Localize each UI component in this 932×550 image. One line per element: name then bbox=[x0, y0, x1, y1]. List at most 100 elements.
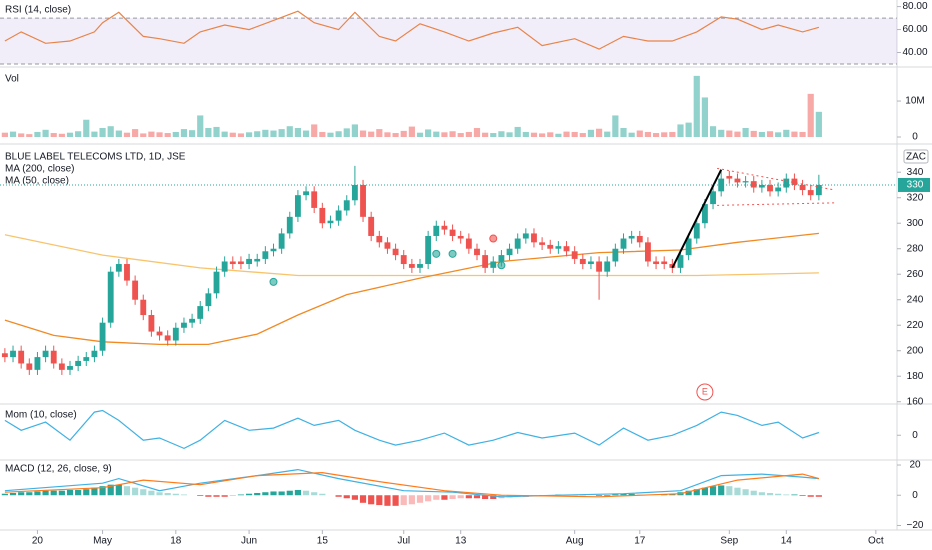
volume-bar bbox=[42, 129, 49, 137]
candle-body bbox=[799, 184, 806, 191]
volume-bar bbox=[604, 131, 611, 137]
histogram-bar bbox=[254, 492, 261, 496]
volume-bar bbox=[669, 131, 676, 137]
candle-body bbox=[815, 184, 822, 196]
candle-body bbox=[807, 190, 814, 196]
histogram-bar bbox=[425, 495, 432, 502]
histogram-bar bbox=[490, 495, 497, 500]
candle-body bbox=[278, 233, 285, 249]
volume-bar bbox=[34, 131, 41, 137]
candle-body bbox=[767, 184, 773, 192]
volume-bar bbox=[750, 130, 757, 137]
volume-bar bbox=[758, 131, 765, 137]
x-tick-label: 18 bbox=[170, 536, 182, 547]
histogram-bar bbox=[734, 487, 741, 496]
volume-bar bbox=[26, 134, 33, 137]
y-tick-label: 240 bbox=[907, 294, 924, 305]
indicator-line bbox=[4, 10, 820, 50]
histogram-bar bbox=[351, 495, 358, 500]
candle-body bbox=[58, 363, 65, 370]
histogram-bar bbox=[58, 490, 65, 496]
histogram-bar bbox=[799, 495, 806, 496]
histogram-bar bbox=[742, 489, 749, 496]
candle-body bbox=[246, 258, 253, 265]
candle-body bbox=[498, 255, 505, 262]
currency-box bbox=[903, 149, 929, 164]
y-tick-label: 60.00 bbox=[902, 24, 927, 35]
x-tick-label: Aug bbox=[566, 536, 584, 547]
pane-title: Mom (10, close) bbox=[5, 410, 77, 421]
candle-body bbox=[172, 327, 179, 341]
candle-body bbox=[164, 335, 171, 341]
candle-body bbox=[726, 176, 733, 179]
candle-body bbox=[213, 271, 220, 294]
candle-body bbox=[417, 264, 423, 268]
candle-body bbox=[205, 293, 212, 307]
candle-body bbox=[140, 299, 147, 316]
histogram-bar bbox=[197, 495, 204, 496]
candle-body bbox=[408, 264, 415, 268]
x-tick-label: Jun bbox=[241, 536, 257, 547]
volume-bar bbox=[58, 133, 65, 137]
histogram-bar bbox=[140, 489, 147, 496]
volume-bar bbox=[311, 124, 318, 137]
y-tick-label: 280 bbox=[907, 243, 924, 254]
volume-bar bbox=[148, 131, 155, 137]
candle-body bbox=[628, 235, 635, 239]
y-tick-label: 180 bbox=[907, 371, 924, 382]
candle-body bbox=[514, 238, 521, 249]
volume-bar bbox=[693, 75, 700, 137]
macd-line bbox=[4, 468, 819, 498]
last-price-box bbox=[898, 177, 930, 192]
histogram-bar bbox=[465, 495, 472, 499]
candle-body bbox=[677, 255, 684, 268]
volume-bar bbox=[359, 130, 367, 137]
volume-bar bbox=[172, 131, 179, 137]
candle-body bbox=[26, 363, 33, 370]
candle-body bbox=[319, 207, 326, 224]
histogram-bar bbox=[311, 492, 318, 496]
volume-bar bbox=[237, 133, 245, 137]
candle-body bbox=[490, 261, 497, 268]
volume-bar bbox=[351, 124, 358, 137]
histogram-bar bbox=[775, 493, 782, 496]
histogram-bar bbox=[457, 495, 464, 499]
candle-body bbox=[620, 238, 627, 249]
volume-bar bbox=[302, 130, 310, 137]
volume-bar bbox=[107, 126, 114, 137]
histogram-bar bbox=[180, 494, 188, 496]
candle-body bbox=[327, 220, 334, 224]
histogram-bar bbox=[750, 490, 757, 496]
volume-bar bbox=[425, 129, 432, 137]
candle-body bbox=[653, 261, 659, 265]
volume-bar bbox=[392, 133, 399, 137]
y-tick-label: 260 bbox=[907, 269, 924, 280]
histogram-bar bbox=[392, 495, 399, 506]
candle-body bbox=[506, 248, 513, 256]
volume-bar bbox=[449, 131, 456, 137]
volume-bar bbox=[644, 131, 652, 137]
candle-body bbox=[360, 184, 366, 217]
volume-bar bbox=[815, 111, 822, 137]
candle-body bbox=[42, 350, 49, 358]
currency-label: ZAC bbox=[906, 152, 926, 163]
histogram-bar bbox=[368, 495, 375, 505]
volume-bar bbox=[522, 131, 529, 137]
candle-body bbox=[270, 248, 277, 252]
histogram-bar bbox=[294, 489, 302, 496]
volume-bar bbox=[465, 131, 472, 137]
candle-body bbox=[376, 235, 383, 243]
histogram-bar bbox=[416, 495, 424, 503]
candle-body bbox=[571, 251, 578, 259]
histogram-bar bbox=[115, 484, 122, 496]
legend-entry: MA (50, close) bbox=[5, 176, 69, 187]
histogram-bar bbox=[221, 495, 228, 497]
volume-bar bbox=[229, 132, 236, 137]
volume-bar bbox=[99, 128, 106, 137]
candle-body bbox=[596, 261, 603, 272]
candle-body bbox=[539, 242, 546, 245]
histogram-bar bbox=[726, 486, 733, 496]
volume-bar bbox=[547, 132, 554, 137]
candle-body bbox=[262, 251, 269, 259]
volume-bar bbox=[726, 130, 733, 137]
